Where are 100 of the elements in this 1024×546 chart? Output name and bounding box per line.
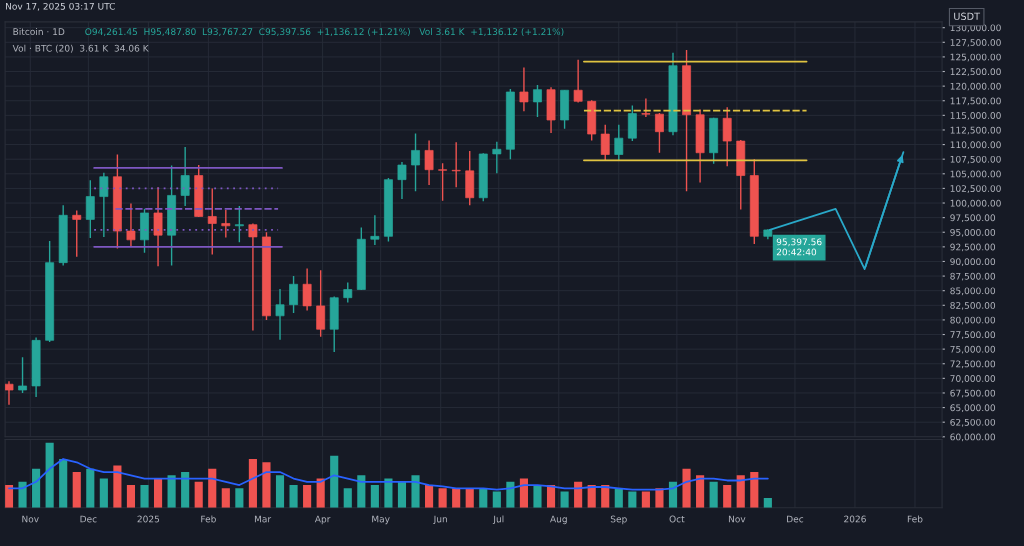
candlestick xyxy=(275,288,285,341)
candlestick xyxy=(5,380,14,406)
y-tick-label: 62,500.00 xyxy=(950,418,996,427)
bar xyxy=(303,485,312,508)
bar xyxy=(99,478,108,508)
y-tick-label: 92,500.00 xyxy=(950,243,996,252)
y-tick-label: 120,000.00 xyxy=(950,82,1001,91)
y-tick-label: 85,000.00 xyxy=(950,287,996,296)
bar xyxy=(709,481,718,508)
bar xyxy=(763,498,772,508)
y-tick-label: 97,500.00 xyxy=(950,214,996,223)
annotation: 95,397.56 20:42:40 xyxy=(776,238,822,256)
y-tick-label: 95,000.00 xyxy=(950,228,996,237)
y-tick-label: 122,500.00 xyxy=(950,68,1001,76)
candlestick xyxy=(438,162,448,202)
bar xyxy=(208,468,217,508)
bar xyxy=(167,475,176,508)
y-axis-title: USDT xyxy=(954,12,981,20)
candlestick xyxy=(614,124,624,162)
candlestick xyxy=(18,356,27,394)
bar xyxy=(59,459,68,508)
x-tick-label: Apr xyxy=(314,515,331,525)
candlestick xyxy=(424,139,434,186)
bar xyxy=(221,488,230,508)
bar xyxy=(140,485,149,508)
candlestick xyxy=(533,84,542,118)
x-tick-label: Aug xyxy=(550,515,567,525)
bar xyxy=(479,488,488,508)
line-series xyxy=(768,151,905,270)
bar xyxy=(153,478,163,508)
y-tick-label: 72,500.00 xyxy=(950,360,996,369)
bar xyxy=(262,462,271,508)
bar xyxy=(492,491,501,508)
text: Nov 17, 2025 03:17 UTC xyxy=(6,2,115,11)
y-tick-label: 67,500.00 xyxy=(950,389,996,398)
y-tick-label: 107,500.00 xyxy=(950,155,1001,164)
bar xyxy=(682,468,691,508)
bar xyxy=(181,472,190,508)
candlestick xyxy=(72,209,82,258)
candlestick xyxy=(655,112,664,154)
x-tick-label: 2025 xyxy=(137,515,160,523)
candlestick xyxy=(641,97,651,118)
candlestick xyxy=(722,106,732,167)
y-tick-label: 75,000.00 xyxy=(950,345,996,354)
text: Bitcoin · 1D xyxy=(13,28,65,36)
bar xyxy=(533,485,542,508)
candlestick xyxy=(492,140,502,174)
bar xyxy=(560,491,569,508)
candlestick xyxy=(451,141,461,188)
candlestick xyxy=(411,132,420,193)
y-tick-label: 115,000.00 xyxy=(950,112,1001,120)
bar xyxy=(696,475,705,508)
x-tick-label: Dec xyxy=(787,515,804,523)
candlestick xyxy=(126,202,136,248)
x-tick-label: Jun xyxy=(433,515,447,525)
annotation: O94,261.45 H95,487.80 L93,767.27 C95,397.56 +1,136.12 (+1.21%) Vol 3.61 K +1,136.12 (+1.21%) xyxy=(85,28,564,37)
annotation: Vol · BTC (20) 3.61 K 34.06 K xyxy=(12,44,149,53)
x-tick-label: Nov xyxy=(728,515,746,523)
x-tick-label: May xyxy=(372,515,390,525)
candlestick xyxy=(99,171,109,238)
y-tick-label: 117,500.00 xyxy=(950,97,1001,106)
x-tick-label: Oct xyxy=(669,515,685,523)
x-tick-label: Nov xyxy=(22,515,39,523)
y-tick-label: 105,000.00 xyxy=(950,170,1001,179)
x-tick-label: Sep xyxy=(610,515,627,525)
bar xyxy=(45,442,54,508)
y-tick-label: 100,000.00 xyxy=(950,199,1001,208)
y-tick-label: 77,500.00 xyxy=(950,331,996,339)
candlestick xyxy=(397,161,407,200)
y-tick-label: 82,500.00 xyxy=(950,302,996,310)
candlestick xyxy=(289,275,298,314)
bar xyxy=(18,481,27,508)
candlestick xyxy=(573,59,583,104)
y-tick-label: 60,000.00 xyxy=(950,433,996,442)
bar xyxy=(370,485,379,508)
bar xyxy=(126,485,136,508)
bar xyxy=(736,475,745,508)
y-tick-label: 87,500.00 xyxy=(950,272,996,281)
y-tick-label: 110,000.00 xyxy=(950,141,1001,150)
bar xyxy=(438,488,447,508)
candlestick xyxy=(316,269,326,338)
bar xyxy=(465,488,474,508)
y-tick-label: 102,500.00 xyxy=(950,185,1001,193)
candlestick xyxy=(600,124,610,162)
x-tick-label: Feb xyxy=(907,515,923,523)
bar xyxy=(614,488,623,508)
y-tick-label: 65,000.00 xyxy=(950,404,996,413)
y-tick-label: 80,000.00 xyxy=(950,316,996,325)
bar xyxy=(628,491,637,508)
y-tick-label: 125,000.00 xyxy=(950,53,1001,62)
bar xyxy=(343,488,352,508)
candlestick xyxy=(207,187,217,256)
bar xyxy=(330,455,339,508)
candlestick xyxy=(248,222,258,332)
bar xyxy=(397,481,407,508)
bar xyxy=(72,472,81,508)
x-tick-label: Feb xyxy=(201,515,216,523)
candlestick xyxy=(234,205,244,243)
bar xyxy=(113,465,122,508)
bar xyxy=(750,472,759,508)
